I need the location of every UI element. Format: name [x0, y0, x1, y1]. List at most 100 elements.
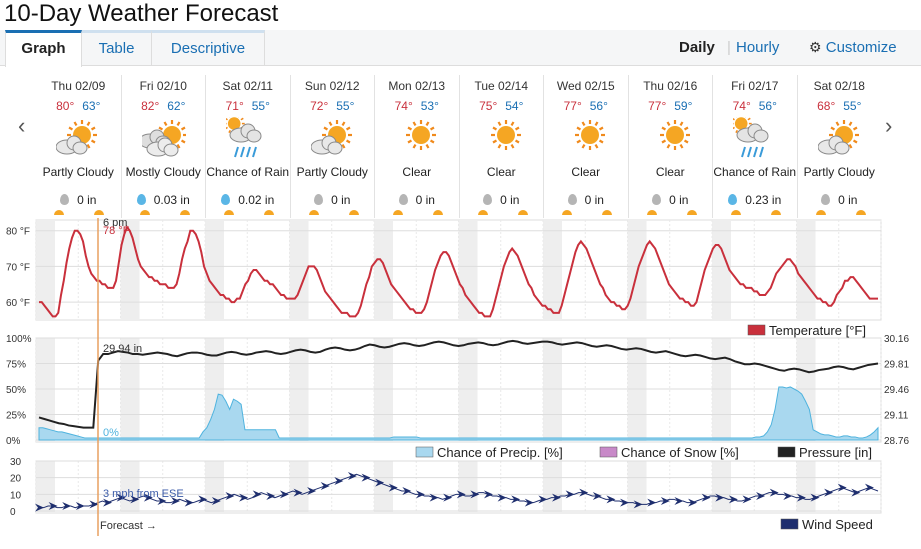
low-temp: 55°: [336, 99, 355, 113]
precip-legend-swatch: [415, 446, 434, 458]
rain-drop-icon: [314, 194, 324, 205]
daily-summary-strip: Thu 02/09 80° 63° Partly Cloudy 0 in Fri 02/1…: [36, 75, 881, 218]
wind-direction-arrow: [62, 502, 72, 510]
prev-days-arrow-icon[interactable]: ‹: [18, 113, 26, 138]
day-date: Sun 02/12: [304, 79, 360, 93]
low-temp: 53°: [420, 99, 439, 113]
night-band: [458, 220, 478, 320]
rain-drop-icon: [136, 194, 146, 205]
night-band: [289, 461, 309, 513]
wind-direction-arrow: [429, 493, 439, 502]
precip-value: 0 in: [669, 193, 689, 207]
gear-icon: ⚙: [809, 39, 822, 55]
rain-drop-icon: [221, 194, 231, 205]
precip-value: 0 in: [331, 193, 351, 207]
tab-table[interactable]: Table: [82, 30, 152, 66]
wind-direction-arrow: [579, 488, 589, 497]
wind-tick-label: 30: [10, 457, 22, 468]
wind-direction-arrow: [75, 502, 85, 510]
wind-direction-arrow: [198, 495, 208, 504]
precip-value: 0 in: [500, 193, 520, 207]
pressure-tick-label: 29.46: [884, 385, 909, 396]
rain-drop-icon: [398, 194, 408, 205]
temp-tick-label: 70 °F: [6, 262, 30, 273]
high-temp: 74°: [732, 99, 751, 113]
sunset-icon: [771, 210, 781, 215]
day-column[interactable]: Tue 02/14 75° 54° Clear 0 in: [458, 75, 544, 218]
wind-direction-arrow: [402, 487, 412, 495]
precip-value: 0 in: [77, 193, 97, 207]
night-band: [374, 461, 394, 513]
daily-toggle[interactable]: Daily: [679, 39, 715, 56]
precip-value: 0 in: [584, 193, 604, 207]
sunrise-icon: [54, 210, 64, 215]
day-column[interactable]: Wed 02/15 77° 56° Clear 0 in: [543, 75, 628, 218]
high-temp: 72°: [310, 99, 329, 113]
tab-graph[interactable]: Graph: [5, 30, 82, 67]
pressure-tick-label: 30.16: [884, 334, 909, 345]
day-date: Sat 02/11: [222, 79, 273, 93]
next-days-arrow-icon[interactable]: ›: [885, 113, 893, 138]
precip-amount: 0.02 in: [206, 193, 290, 207]
rain-drop-icon: [483, 194, 493, 205]
day-column[interactable]: Mon 02/13 74° 53° Clear 0 in: [374, 75, 459, 218]
day-column[interactable]: Sat 02/18 68° 55° Partly Cloudy 0 in: [796, 75, 882, 218]
forecast-charts: 80 °F 70 °F 60 °F 100% 30.16 75% 29.81 50% 29.46…: [0, 217, 921, 544]
snow-legend-swatch: [599, 446, 618, 458]
sunset-icon: [602, 210, 612, 215]
night-band: [36, 461, 56, 513]
precip-amount: 0.03 in: [122, 193, 206, 207]
sunrise-sunset-marks: [122, 210, 206, 218]
wind-direction-arrow: [211, 497, 221, 505]
day-date: Tue 02/14: [474, 79, 529, 93]
wind-direction-arrow: [864, 483, 874, 492]
night-band: [289, 220, 309, 320]
sunrise-icon: [224, 210, 234, 215]
day-column[interactable]: Thu 02/09 80° 63° Partly Cloudy 0 in: [36, 75, 121, 218]
night-band: [796, 461, 816, 513]
partly-cloudy-icon: [817, 120, 859, 155]
day-date: Wed 02/15: [556, 79, 615, 93]
hourly-toggle[interactable]: Hourly: [736, 39, 780, 56]
precip-legend-label: Chance of Precip. [%]: [437, 445, 563, 460]
day-column[interactable]: Sat 02/11 71° 55° Chance of Rain 0.02 in: [205, 75, 290, 218]
high-temp: 82°: [141, 99, 160, 113]
day-column[interactable]: Thu 02/16 77° 59° Clear 0 in: [627, 75, 713, 218]
precip-tick-label: 75%: [6, 360, 26, 371]
day-column[interactable]: Fri 02/10 82° 62° Mostly Cloudy 0.03 in: [120, 75, 206, 218]
day-column[interactable]: Sun 02/12 72° 55° Partly Cloudy 0 in: [289, 75, 375, 218]
partly-cloudy-icon: [310, 120, 352, 155]
wind-direction-arrow: [456, 490, 466, 499]
day-column[interactable]: Fri 02/17 74° 56° Chance of Rain 0.23 in: [712, 75, 797, 218]
wind-direction-arrow: [647, 498, 657, 507]
rain-drop-icon: [728, 194, 738, 205]
precip-amount: 0 in: [291, 193, 375, 207]
wind-direction-arrow: [130, 495, 140, 504]
sunrise-sunset-marks: [629, 210, 713, 218]
wind-direction-arrow: [824, 488, 834, 497]
low-temp: 56°: [589, 99, 608, 113]
precip-amount: 0.23 in: [713, 193, 797, 207]
wind-direction-arrow: [48, 502, 58, 510]
customize-button[interactable]: ⚙ Customize: [809, 39, 897, 56]
wind-direction-arrow: [347, 472, 357, 480]
rain-drop-icon: [567, 194, 577, 205]
night-band: [796, 220, 816, 320]
wind-direction-arrow: [483, 490, 493, 499]
sunrise-icon: [308, 210, 319, 215]
tab-descriptive[interactable]: Descriptive: [152, 30, 265, 66]
precip-value: 0.23 in: [745, 193, 782, 207]
wind-direction-arrow: [497, 493, 507, 502]
low-temp: 54°: [505, 99, 524, 113]
snow-legend-label: Chance of Snow [%]: [621, 445, 739, 460]
clear-sun-icon: [490, 120, 521, 150]
wind-direction-arrow: [660, 497, 670, 505]
sunset-icon: [517, 210, 528, 215]
night-band: [374, 338, 394, 442]
wind-direction-arrow: [511, 495, 521, 504]
sunset-icon: [179, 210, 190, 215]
wind-direction-arrow: [415, 490, 425, 499]
condition-text: Partly Cloudy: [803, 165, 875, 179]
night-band: [205, 461, 225, 513]
rain-drop-icon: [60, 194, 70, 205]
